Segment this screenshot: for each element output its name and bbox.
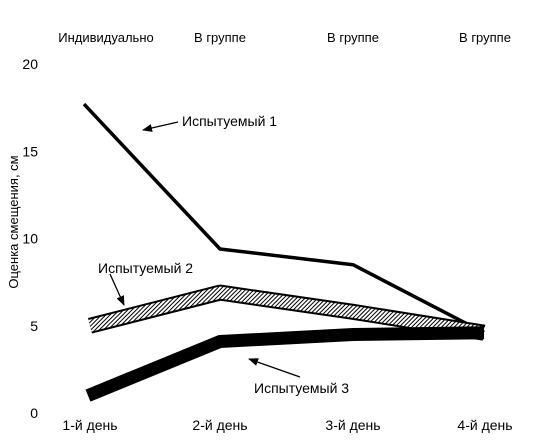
y-tick-label: 0	[30, 405, 38, 421]
annotation-subject-3: Испытуемый 3	[248, 358, 349, 396]
x-tick-label: 1-й день	[62, 417, 117, 433]
y-tick-label: 20	[22, 56, 38, 72]
condition-labels: Индивидуально В группе В группе В группе	[58, 30, 511, 45]
annotation-arrow-3	[248, 358, 301, 378]
annotation-label-subject-1: Испытуемый 1	[182, 113, 277, 129]
x-tick-label: 2-й день	[192, 417, 247, 433]
x-axis-ticks: 1-й день 2-й день 3-й день 4-й день	[62, 417, 512, 433]
annotation-label-subject-2: Испытуемый 2	[98, 260, 193, 276]
annotation-subject-2: Испытуемый 2	[98, 260, 193, 306]
y-tick-label: 5	[30, 318, 38, 334]
condition-label: В группе	[194, 30, 246, 45]
series-line-subject-1	[82, 102, 485, 335]
condition-label: В группе	[327, 30, 379, 45]
annotation-arrow-2	[109, 273, 125, 306]
annotation-label-subject-3: Испытуемый 3	[254, 380, 349, 396]
y-tick-label: 15	[22, 143, 38, 159]
condition-label: Индивидуально	[58, 30, 153, 45]
x-tick-label: 3-й день	[325, 417, 380, 433]
series-lines	[82, 102, 486, 402]
annotation-subject-1: Испытуемый 1	[142, 113, 277, 132]
series-line-subject-3	[85, 326, 485, 402]
y-axis-label: Оценка смещения, см	[6, 155, 21, 288]
condition-label: В группе	[459, 30, 511, 45]
x-tick-label: 4-й день	[457, 417, 512, 433]
series-line-subject-2	[88, 286, 485, 339]
y-axis-ticks: 0 5 10 15 20	[22, 56, 38, 421]
annotation-arrow-1	[142, 121, 179, 132]
y-tick-label: 10	[22, 231, 38, 247]
